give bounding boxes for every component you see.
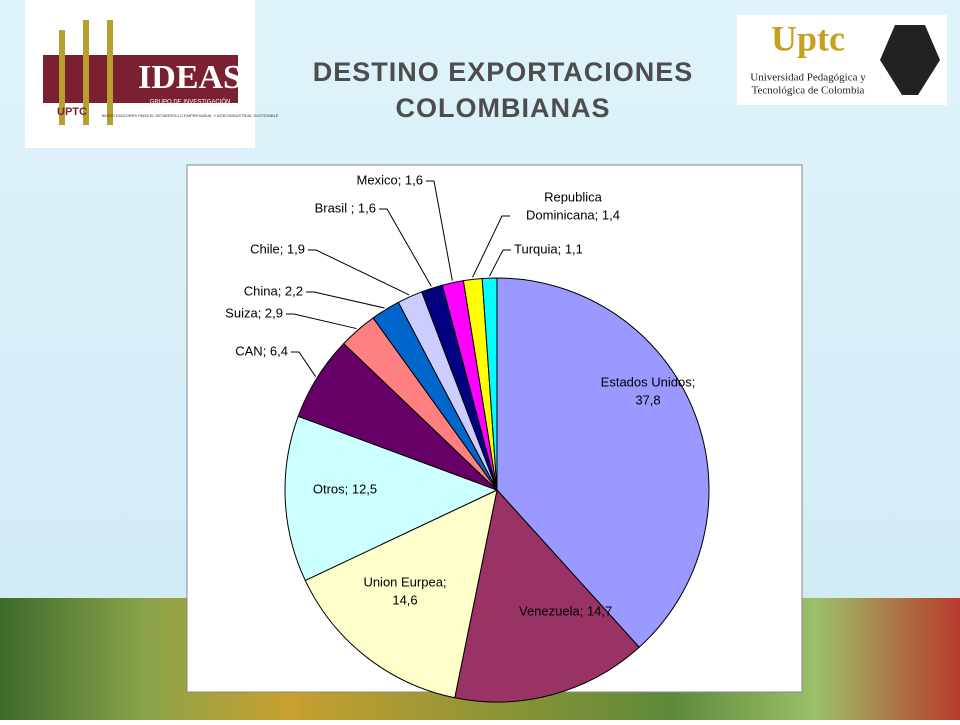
- leader-line: [286, 313, 357, 330]
- pie-slice: [304, 489, 498, 699]
- pie-slice: [454, 488, 640, 703]
- data-label: Dominicana; 1,4: [526, 207, 620, 222]
- data-label: China; 2,2: [244, 283, 303, 298]
- pie: Estados Unidos; 37,8 Venezuela; 14,7 Union …: [225, 172, 710, 703]
- wheat-icon: [59, 20, 113, 125]
- eagle-icon: [880, 25, 940, 95]
- data-label: Republica: [544, 189, 603, 204]
- chart-title: DESTINO EXPORTACIONES: [313, 57, 694, 87]
- leader-line: [426, 180, 453, 281]
- data-label: Union Eurpea;: [363, 574, 446, 589]
- chart-title: COLOMBIANAS: [396, 93, 611, 123]
- logo-line: Tecnológica de Colombia: [752, 85, 865, 97]
- leader-line: [472, 215, 510, 278]
- logo-group: GRUPO DE INVESTIGACIÓN: [150, 99, 231, 106]
- data-label: CAN; 6,4: [235, 343, 288, 358]
- data-label: Turquia; 1,1: [514, 241, 583, 256]
- logo-motto: INVESTIGADORES PARA EL DESARROLLO EMPRES…: [102, 113, 279, 118]
- data-label: Brasil ; 1,6: [315, 200, 376, 215]
- data-label: Estados Unidos;: [601, 374, 696, 389]
- leader-line: [379, 208, 432, 287]
- data-label: Chile; 1,9: [250, 241, 305, 256]
- logo-name: Uptc: [771, 18, 845, 58]
- logo-name: IDEAS: [138, 59, 242, 96]
- logo-right: Uptc Universidad Pedagógica y Tecnológic…: [737, 15, 947, 105]
- logo-line: Universidad Pedagógica y: [750, 72, 866, 84]
- data-label: Suiza; 2,9: [225, 305, 283, 320]
- leader-line: [308, 249, 410, 296]
- data-label: Venezuela; 14,7: [519, 603, 612, 618]
- data-label: 37,8: [635, 392, 660, 407]
- logo-band: [43, 55, 238, 103]
- pie-slice: [284, 415, 499, 582]
- logo-org: UPTC: [57, 106, 87, 118]
- leader-line: [291, 351, 316, 377]
- data-label: Mexico; 1,6: [357, 172, 423, 187]
- pie-slice: [481, 277, 498, 491]
- leader-line: [489, 249, 511, 277]
- data-label: 14,6: [392, 592, 417, 607]
- leader-line: [306, 291, 385, 309]
- logo-left: IDEAS UPTC GRUPO DE INVESTIGACIÓN INVEST…: [25, 0, 279, 148]
- pie-slice: [496, 277, 710, 648]
- data-label: Otros; 12,5: [313, 481, 377, 496]
